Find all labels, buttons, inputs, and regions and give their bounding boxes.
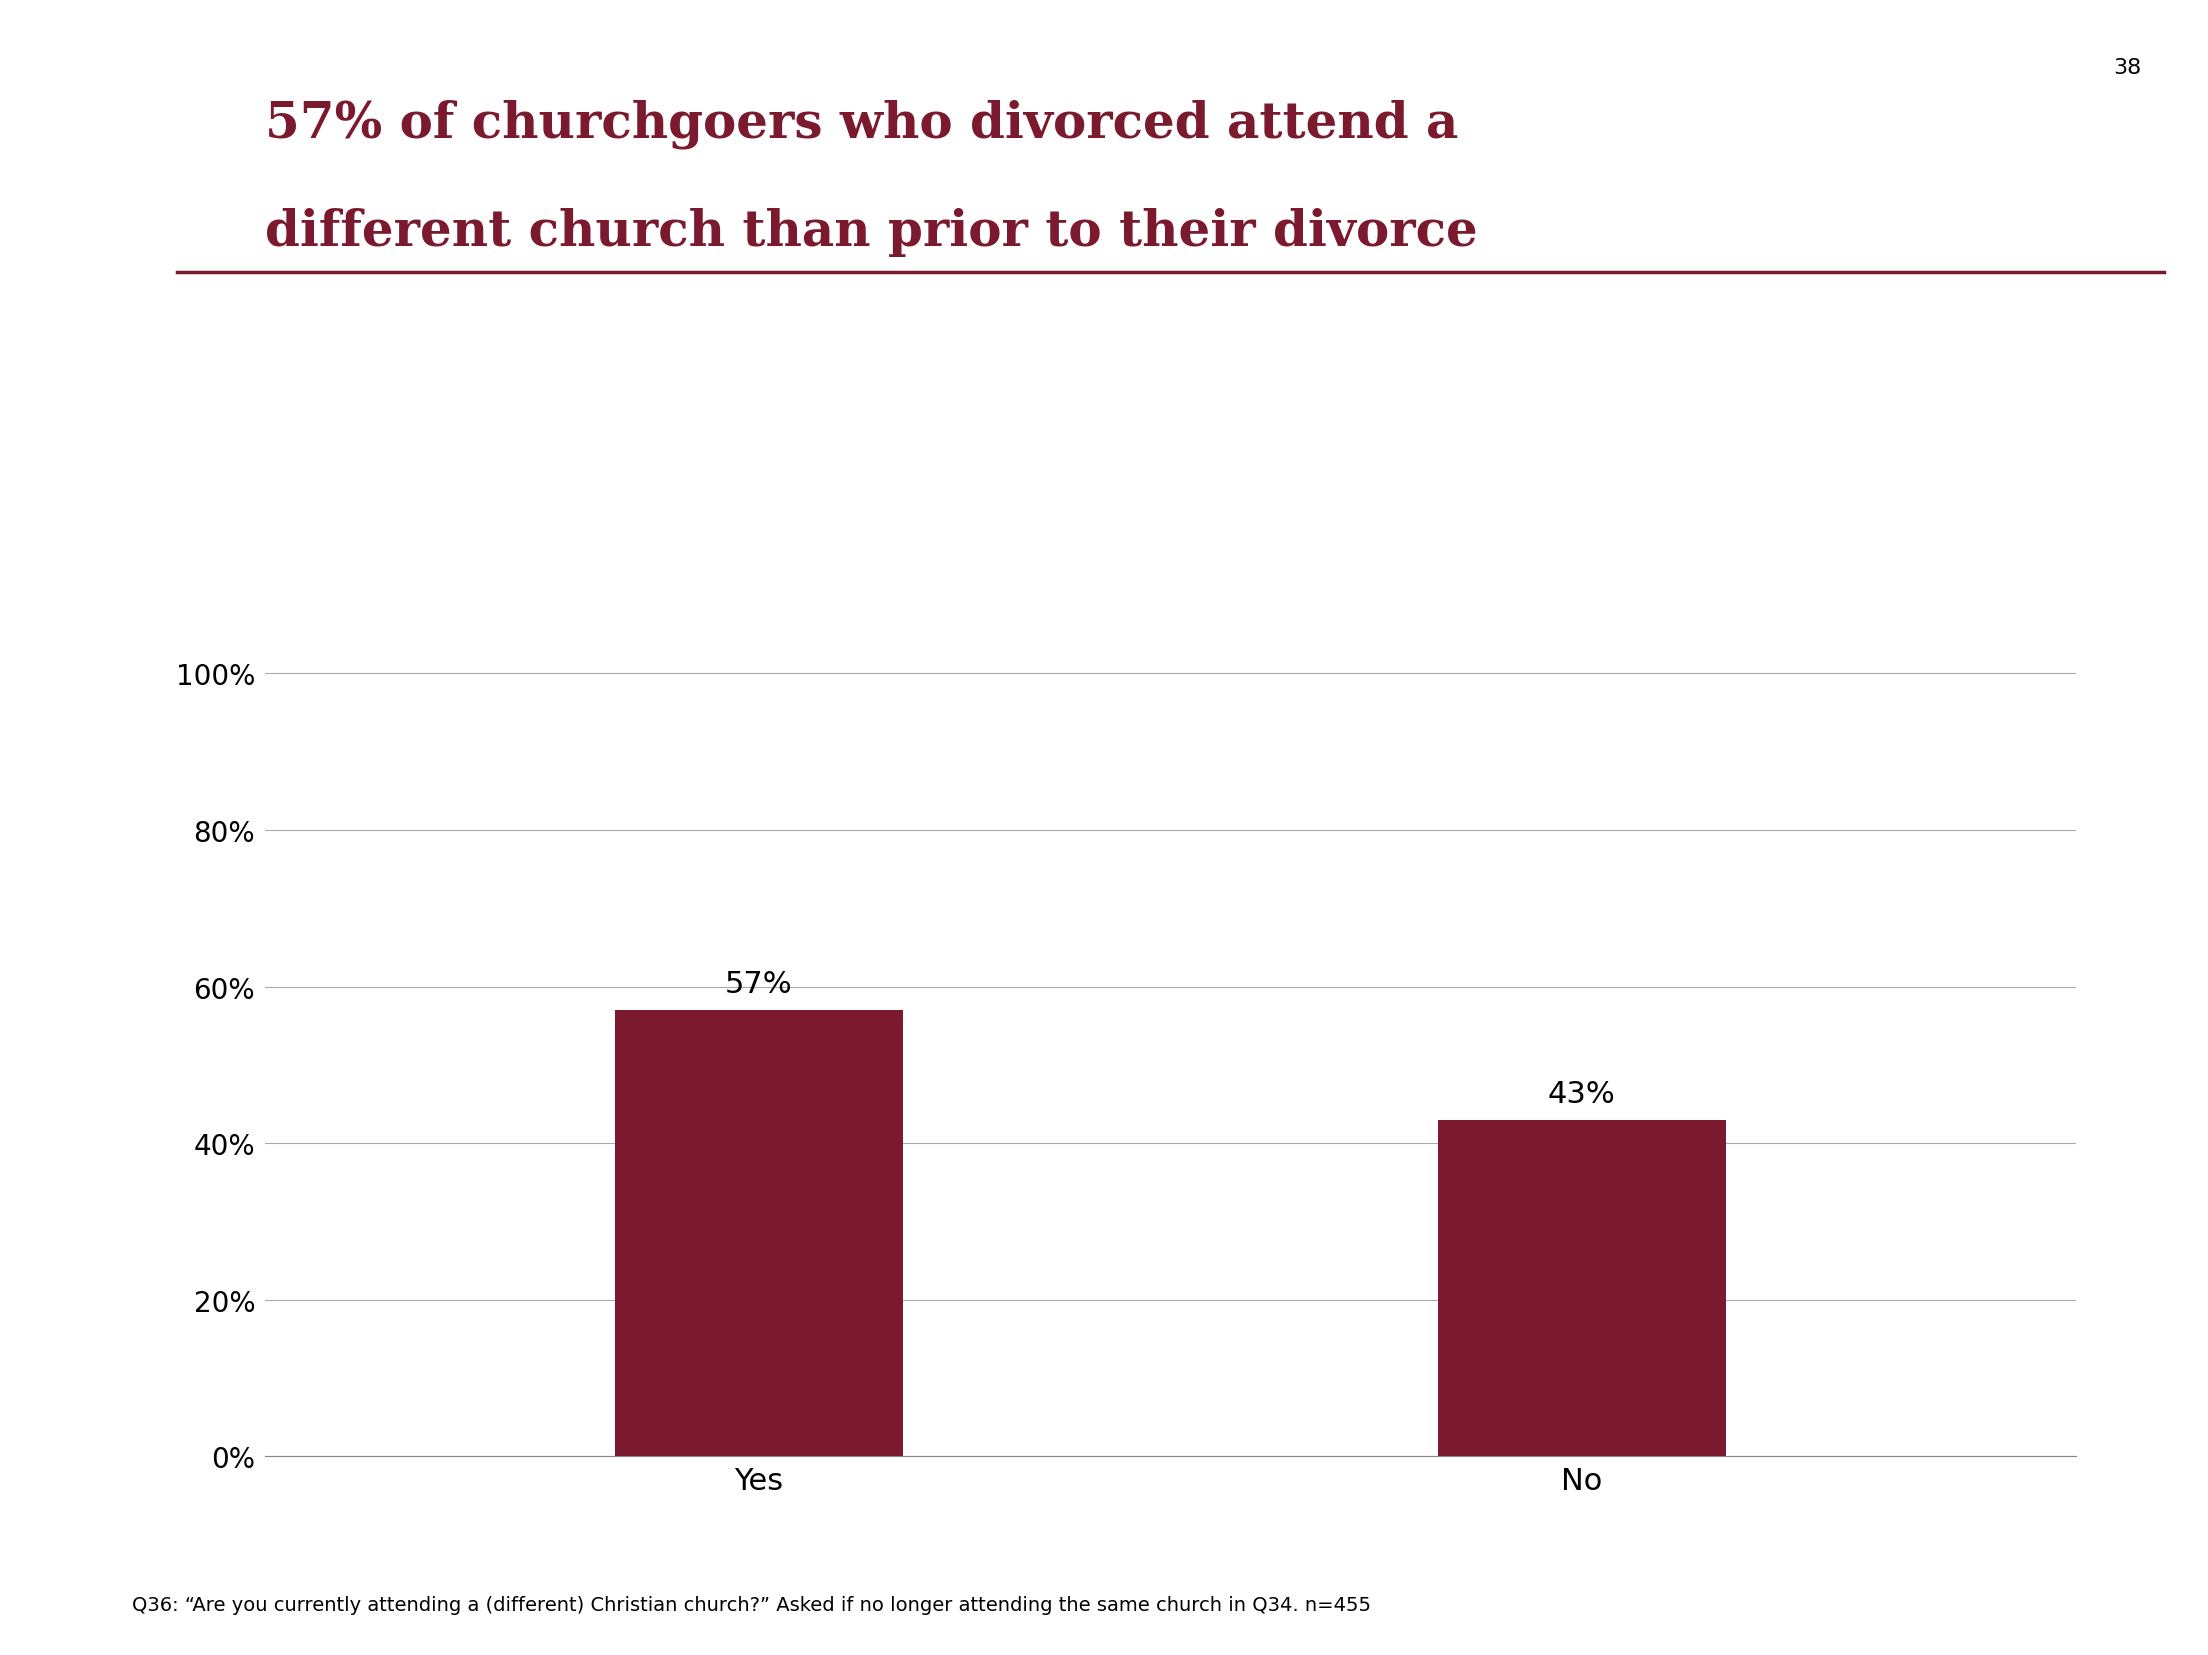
- Text: 57%: 57%: [724, 970, 793, 998]
- Text: Q36: “Are you currently attending a (different) Christian church?” Asked if no l: Q36: “Are you currently attending a (dif…: [132, 1595, 1371, 1614]
- Text: 57% of churchgoers who divorced attend a: 57% of churchgoers who divorced attend a: [265, 99, 1457, 149]
- Text: 43%: 43%: [1548, 1079, 1616, 1109]
- Text: 38: 38: [2113, 58, 2142, 78]
- Bar: [1437, 1120, 1727, 1456]
- Text: different church than prior to their divorce: different church than prior to their div…: [265, 207, 1477, 257]
- Text: Among churchgoers who divorced and do not
currently attend that church: Among churchgoers who divorced and do no…: [965, 453, 1641, 513]
- Bar: [614, 1011, 903, 1456]
